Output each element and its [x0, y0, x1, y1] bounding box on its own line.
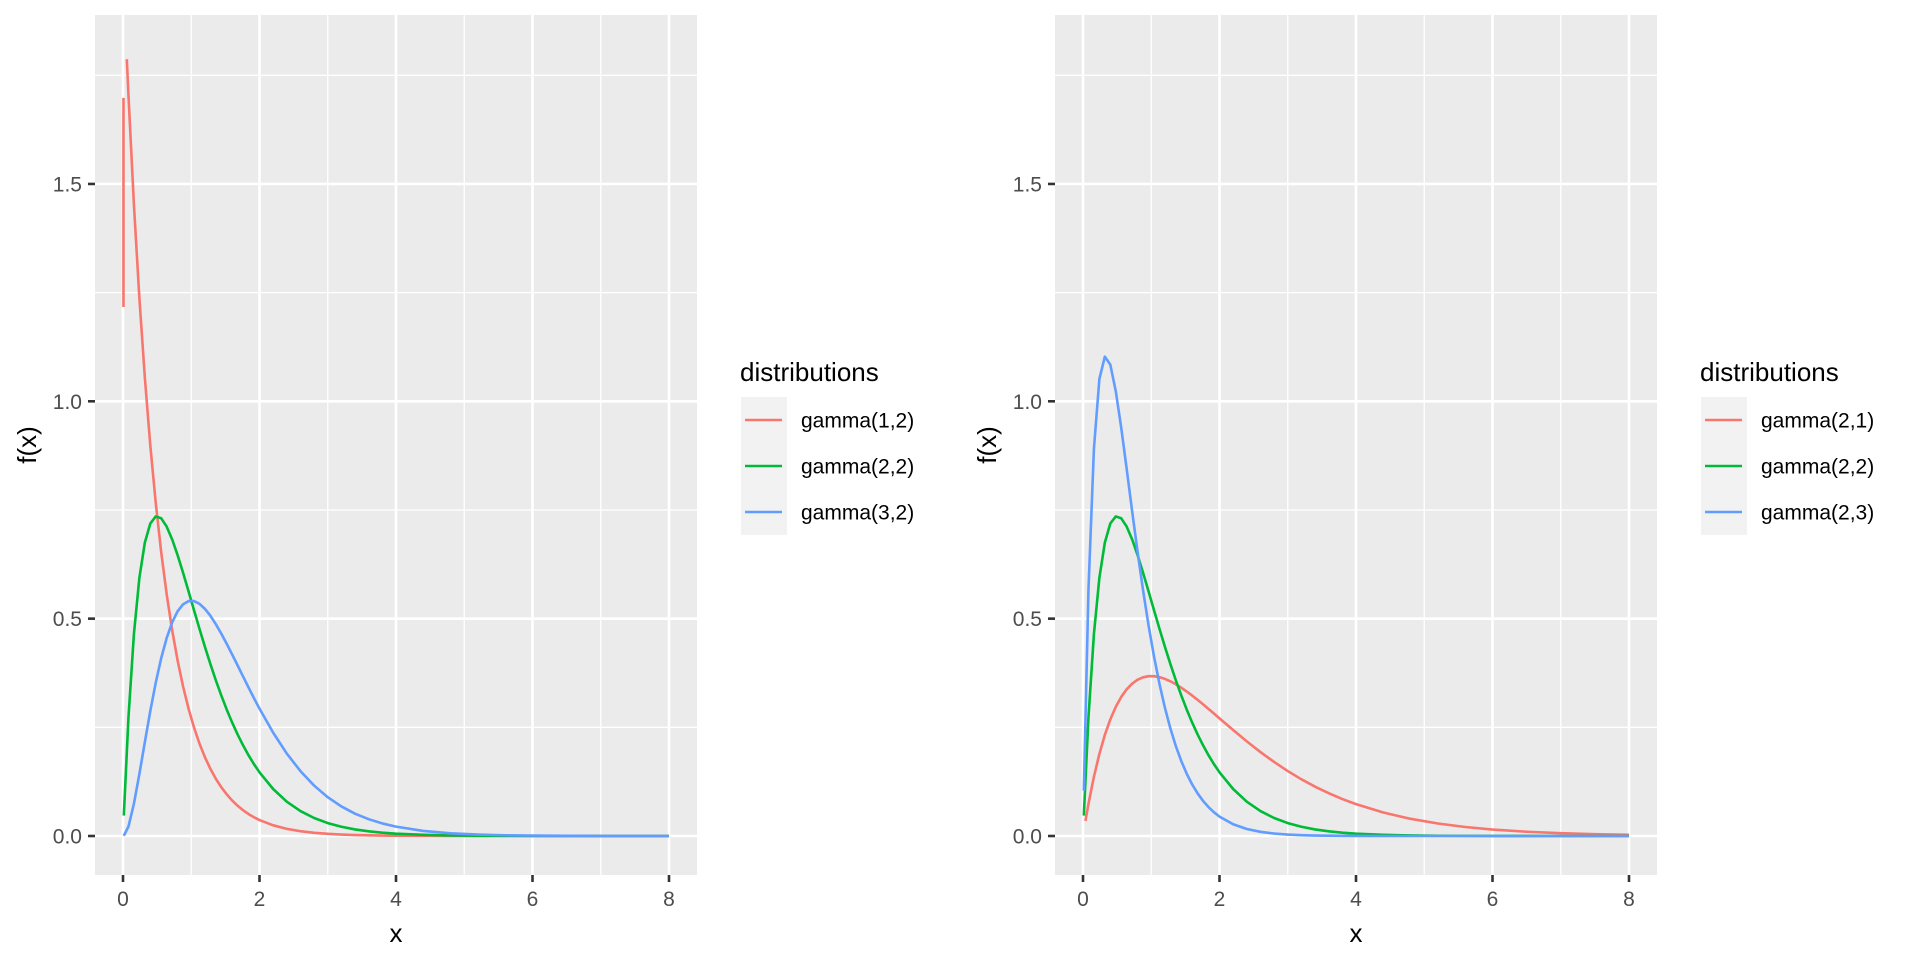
x-tick-label: 4	[390, 888, 402, 911]
left-x-axis: 0 2 4 6 8 x	[117, 875, 675, 948]
curve-gamma-2-1	[1084, 674, 1630, 837]
legend-label: gamma(3,2)	[801, 502, 914, 525]
right-plot: 0.0 0.5 1.0 1.5 f(x) 0 2 4 6 8 x distrib…	[972, 15, 1874, 948]
legend-label: gamma(2,2)	[801, 456, 914, 479]
curve-gamma-3-2	[122, 599, 670, 838]
right-legend: distributions gamma(2,1) gamma(2,2) gamm…	[1700, 357, 1874, 535]
right-x-axis: 0 2 4 6 8 x	[1077, 875, 1635, 948]
y-tick-label: 0.5	[1013, 608, 1042, 631]
x-tick-label: 2	[1214, 888, 1226, 911]
y-tick-label: 1.0	[1013, 391, 1042, 414]
x-axis-title: x	[390, 918, 403, 948]
legend-label: gamma(1,2)	[801, 410, 914, 433]
legend-label: gamma(2,3)	[1761, 502, 1874, 525]
y-tick-label: 1.0	[53, 391, 82, 414]
x-tick-label: 0	[1077, 888, 1089, 911]
right-y-axis: 0.0 0.5 1.0 1.5 f(x)	[972, 174, 1055, 849]
x-axis-title: x	[1350, 918, 1363, 948]
y-tick-label: 0.0	[53, 826, 82, 849]
y-tick-label: 0.0	[1013, 826, 1042, 849]
x-tick-label: 4	[1350, 888, 1362, 911]
legend-title: distributions	[740, 357, 879, 387]
x-tick-label: 2	[254, 888, 266, 911]
legend-label: gamma(2,2)	[1761, 456, 1874, 479]
curve-gamma-2-3	[1082, 355, 1629, 838]
y-tick-label: 1.5	[53, 174, 82, 197]
legend-label: gamma(2,1)	[1761, 410, 1874, 433]
left-plot: 0.0 0.5 1.0 1.5 f(x) 0 2 4 6 8 x distrib…	[12, 15, 914, 948]
x-tick-label: 0	[117, 888, 129, 911]
right-curves	[1082, 355, 1630, 838]
x-tick-label: 6	[527, 888, 539, 911]
y-axis-title: f(x)	[972, 426, 1002, 464]
curve-gamma-2-2	[122, 515, 669, 838]
y-tick-label: 0.5	[53, 608, 82, 631]
left-y-axis: 0.0 0.5 1.0 1.5 f(x)	[12, 174, 95, 849]
y-axis-title: f(x)	[12, 426, 42, 464]
left-grid	[95, 15, 697, 875]
legend-title: distributions	[1700, 357, 1839, 387]
x-tick-label: 8	[663, 888, 675, 911]
y-tick-label: 1.5	[1013, 174, 1042, 197]
x-tick-label: 8	[1623, 888, 1635, 911]
x-tick-label: 6	[1487, 888, 1499, 911]
left-curves	[122, 59, 670, 838]
left-legend: distributions gamma(1,2) gamma(2,2) gamm…	[740, 357, 914, 535]
